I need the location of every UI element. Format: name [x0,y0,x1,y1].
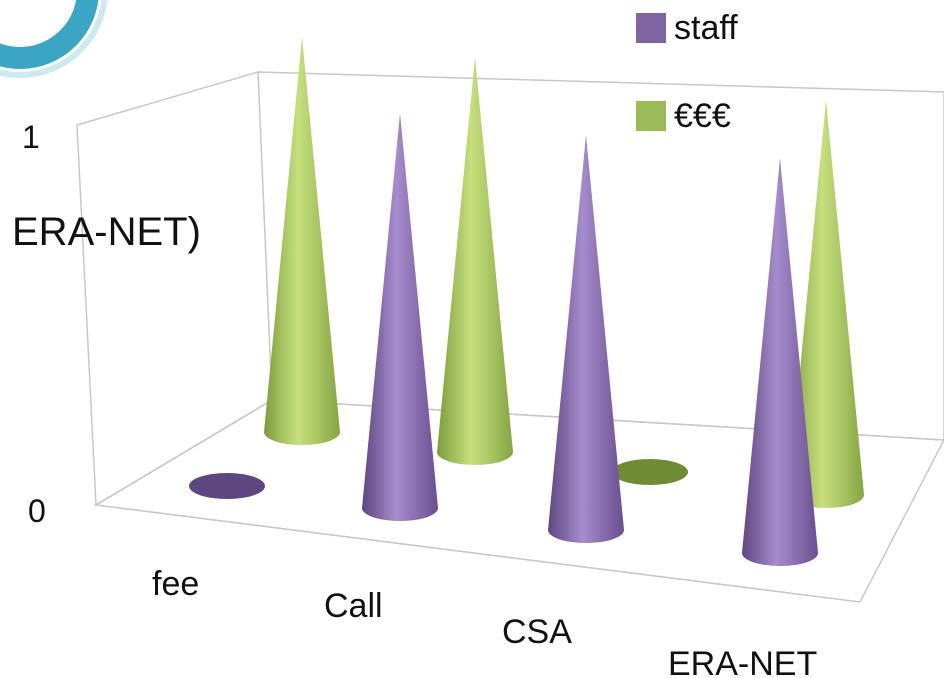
legend-label-staff: staff [674,8,738,47]
legend-item-staff: staff [636,6,738,50]
cone-eur-csa [612,459,688,485]
cone-staff-call [362,113,438,521]
cone-staff-fee [189,473,265,499]
x-category-label: CSA [502,613,572,651]
legend-swatch-eur [636,101,666,131]
back-wall-edge [257,71,273,401]
side-caption: ERA-NET) [12,210,201,254]
cone-eur-call [437,57,513,465]
x-category-label: ERA-NET [668,645,817,678]
y-tick-label: 1 [22,119,40,155]
cone-eur-fee [264,37,340,445]
x-category-label: fee [152,565,199,603]
cone-staff-era-net [742,158,818,566]
cone-eur-era-net [788,100,864,508]
floor [93,399,944,603]
y-tick-label: 0 [28,493,46,529]
cone-staff-csa [548,135,624,543]
legend-swatch-staff [636,13,666,43]
decorative-ring-icon [0,0,108,78]
legend: staff €€€ [636,6,738,182]
legend-item-eur: €€€ [636,94,738,138]
x-category-label: Call [324,587,383,625]
legend-label-eur: €€€ [674,96,731,135]
